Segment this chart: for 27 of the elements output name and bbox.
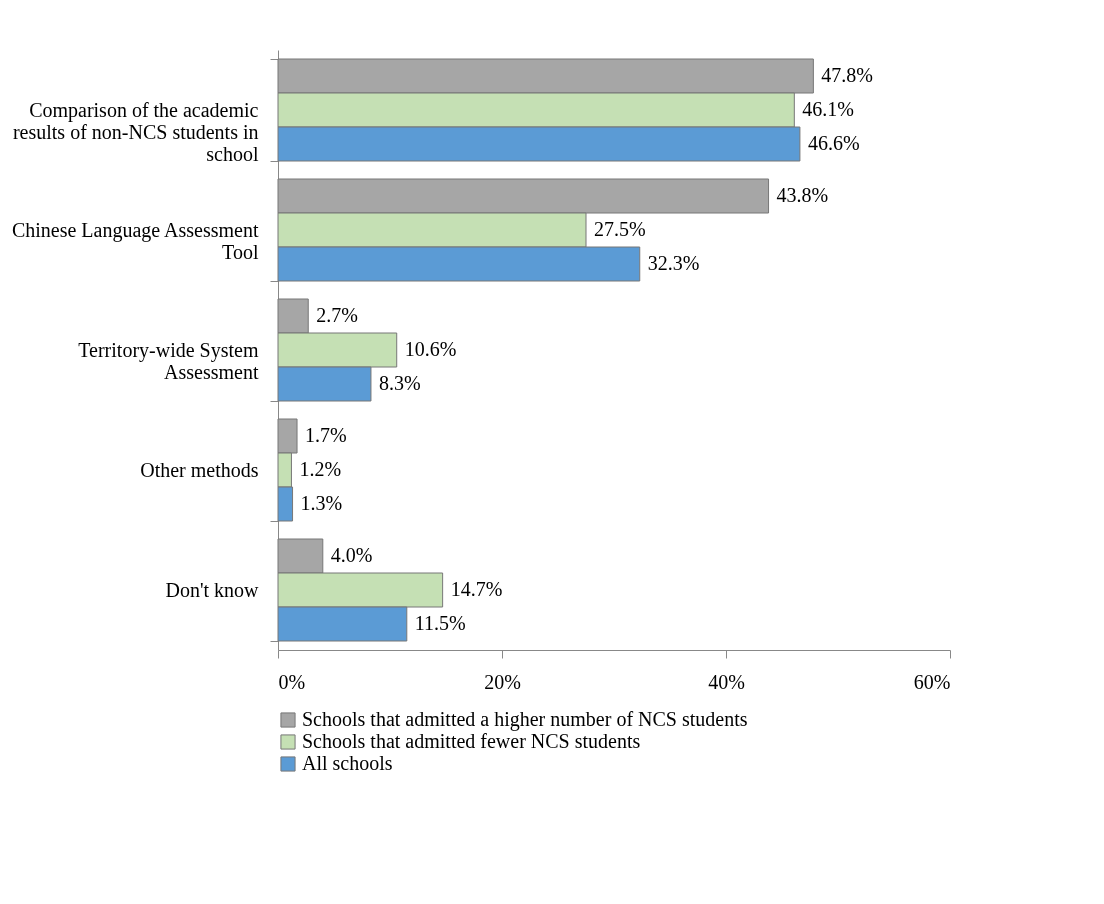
legend-label: All schools [302,752,393,774]
data-label: 1.3% [300,492,343,514]
y-tick-label: Territory-wide System Assessment [78,338,259,383]
data-label: 47.8% [821,64,874,86]
data-label: 1.7% [305,424,347,446]
data-label: 43.8% [776,184,829,206]
x-tick-label: 60% [913,670,951,693]
y-tick-label: Don't know [165,578,260,601]
data-label: 27.5% [594,218,646,240]
data-label: 46.6% [807,132,860,154]
y-tick-label: Chinese Language Assessment Tool [11,218,259,263]
data-label: 1.2% [299,458,342,480]
y-tick-label: Comparison of the academic results of non-NCS students in school [12,98,259,165]
data-label: 8.3% [378,372,421,394]
data-label: 11.5% [414,612,466,634]
data-label: 32.3% [647,252,700,274]
data-label: 10.6% [404,338,457,360]
data-label: 14.7% [450,578,503,600]
data-label: 4.0% [330,544,373,566]
legend-label: Schools that admitted a higher number of NCS students [302,708,748,731]
data-label: 46.1% [802,98,854,120]
x-tick-label: 20% [484,670,521,693]
x-tick-label: 0% [278,670,306,693]
legend-label: Schools that admitted fewer NCS students [302,730,641,752]
y-tick-label: Other methods [140,458,259,481]
x-tick-label: 40% [708,670,745,693]
data-label: 2.7% [316,304,358,326]
